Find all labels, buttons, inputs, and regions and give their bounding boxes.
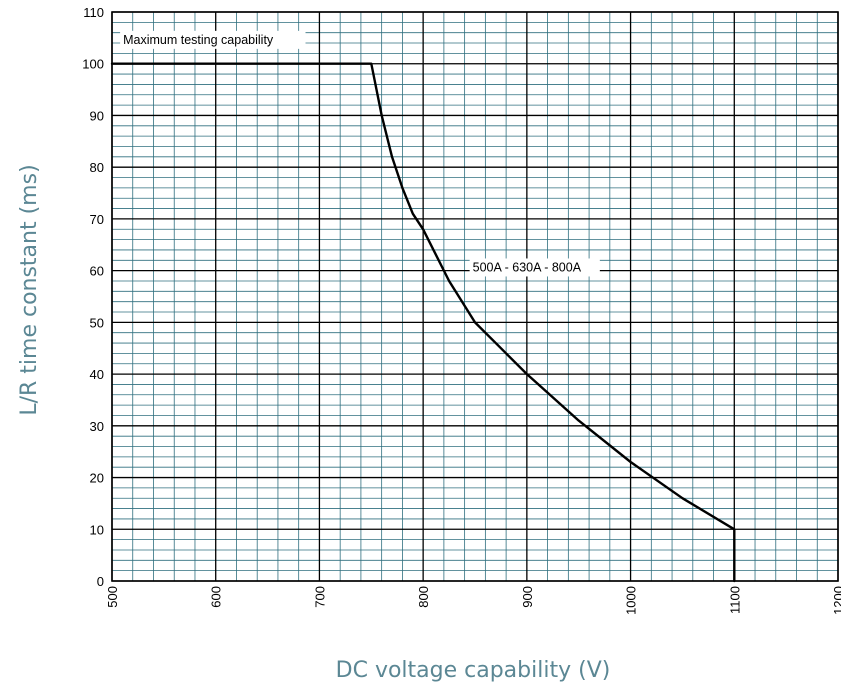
annotation-background xyxy=(469,258,600,277)
major-grid xyxy=(111,11,839,582)
x-axis-tick-labels: 500 600 700 800 900 1000 1100 1200 xyxy=(105,586,841,615)
y-tick-label: 0 xyxy=(97,574,104,589)
x-tick-label: 1000 xyxy=(624,586,639,615)
y-tick-label: 80 xyxy=(90,160,104,175)
x-tick-label: 1100 xyxy=(727,586,742,614)
series-line-0 xyxy=(110,62,736,583)
x-tick-label: 700 xyxy=(312,586,327,608)
y-tick-label: 90 xyxy=(90,108,104,123)
y-tick-label: 100 xyxy=(82,57,104,72)
y-tick-label: 110 xyxy=(83,5,104,20)
annotation-series-label: 500A - 630A - 800A xyxy=(473,260,582,274)
y-axis-title: L/R time constant (ms) xyxy=(17,164,42,415)
x-tick-label: 800 xyxy=(416,586,431,608)
minor-grid xyxy=(112,12,838,581)
x-axis-title: DC voltage capability (V) xyxy=(336,658,611,683)
x-tick-label: 500 xyxy=(105,586,120,608)
y-tick-label: 50 xyxy=(90,315,104,330)
y-tick-label: 10 xyxy=(90,522,104,537)
y-tick-label: 40 xyxy=(90,367,104,382)
series-layer xyxy=(110,62,736,583)
x-tick-label: 900 xyxy=(520,586,535,608)
annotations: Maximum testing capability 500A - 630A - … xyxy=(120,30,600,277)
y-axis-tick-labels: 0 10 20 30 40 50 60 70 80 90 100 110 xyxy=(82,5,104,589)
y-tick-label: 60 xyxy=(90,264,104,279)
x-tick-label: 600 xyxy=(209,586,224,608)
plot-frame xyxy=(111,11,839,582)
annotation-background xyxy=(120,30,306,49)
y-tick-label: 20 xyxy=(90,471,104,486)
x-tick-label: 1200 xyxy=(831,586,841,615)
y-tick-label: 30 xyxy=(90,419,104,434)
y-tick-label: 70 xyxy=(90,212,104,227)
annotation-max-capability: Maximum testing capability xyxy=(123,33,274,47)
